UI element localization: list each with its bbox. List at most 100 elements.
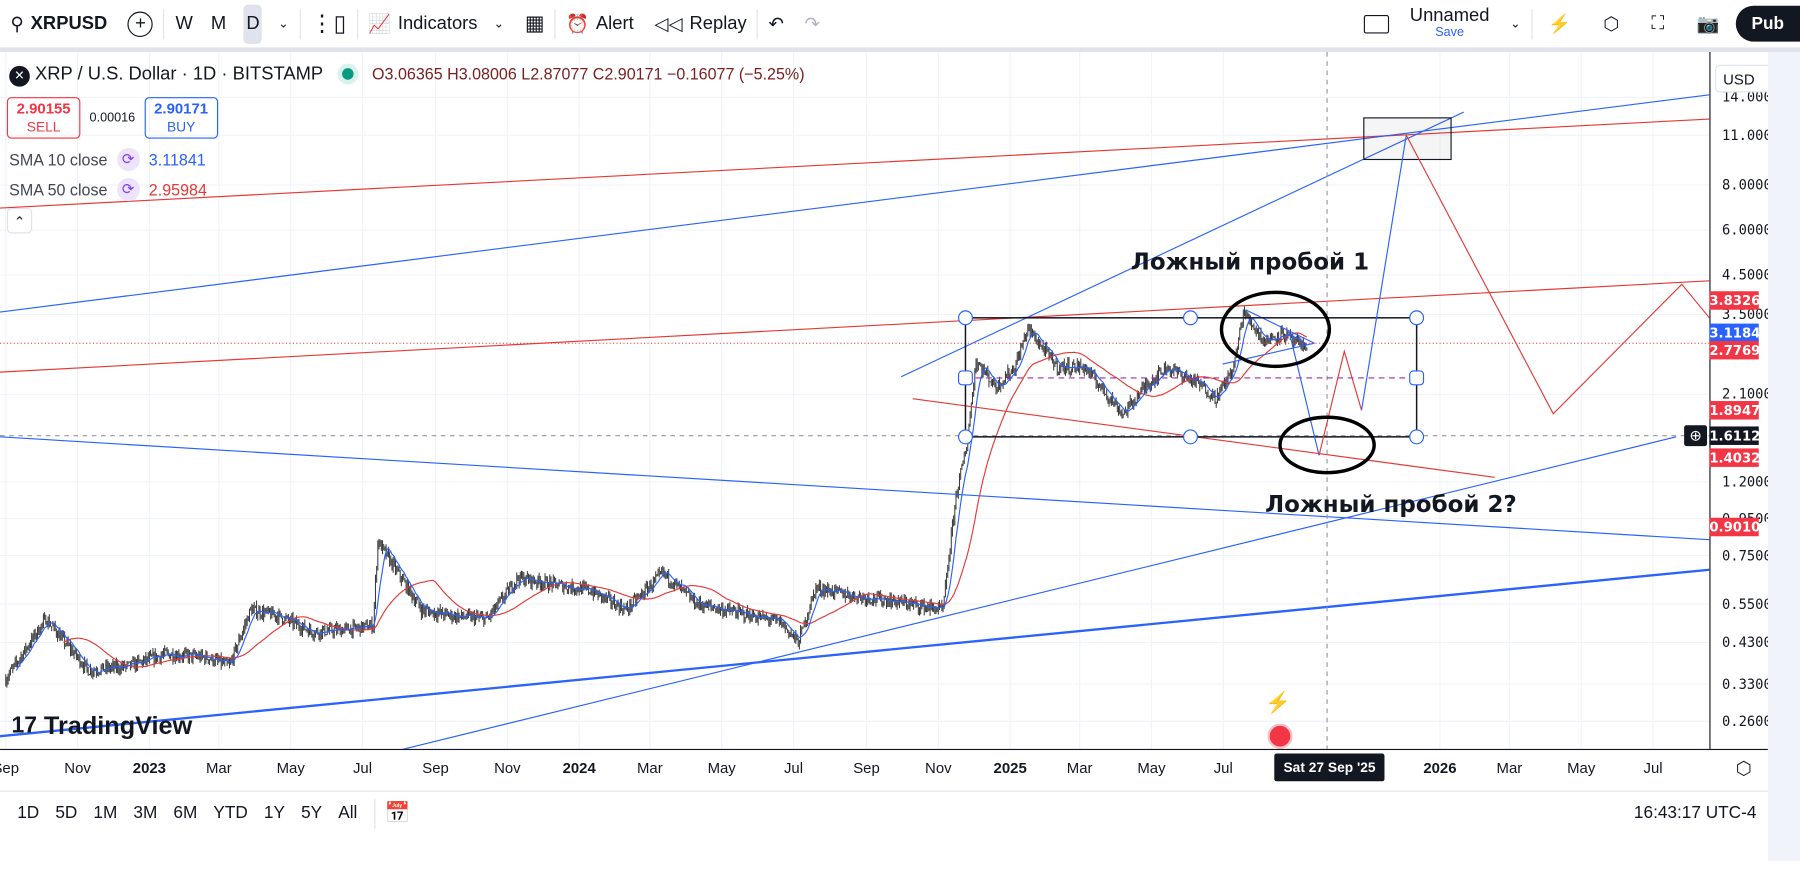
range-3m[interactable]: 3M	[133, 803, 158, 823]
camera-icon: 📷	[1696, 14, 1720, 35]
timeframe-w[interactable]: W	[175, 13, 193, 33]
rectangle-handle	[958, 310, 973, 326]
plus-circle-icon: +	[127, 10, 154, 37]
quick-search-button[interactable]: ⚡	[1532, 5, 1587, 42]
time-axis[interactable]: Sep Nov 2023 Mar May Jul Sep Nov 2024 Mar May Jul Se…	[0, 748, 1768, 786]
chevron-down-icon: ⌄	[1510, 17, 1521, 32]
buy-button[interactable]: 2.90171 BUY	[144, 97, 218, 139]
clock[interactable]: 16:43:17 UTC-4	[1633, 803, 1757, 823]
save-link[interactable]: Save	[1435, 24, 1465, 39]
layout-square-icon	[1363, 14, 1390, 33]
candles	[5, 306, 1308, 688]
forecast-path-red	[1405, 134, 1710, 415]
range-all[interactable]: All	[338, 803, 358, 823]
sma-10-legend[interactable]: SMA 10 close ⟳ 3.11841	[9, 147, 206, 172]
time-tick: Mar	[206, 759, 232, 777]
chevron-down-icon: ⌄	[493, 17, 505, 32]
chart-legend: ✕ XRP / U.S. Dollar · 1D · BITSTAMP O3.0…	[9, 64, 805, 87]
forecast-path-red	[1318, 349, 1363, 456]
sync-icon: ⟳	[116, 177, 140, 202]
rewind-icon: ◁◁	[654, 14, 683, 35]
triangle-line	[1222, 342, 1315, 365]
chevron-down-icon[interactable]: ⌄	[278, 17, 289, 32]
price-axis[interactable]: 14.00000 11.00000 8.00000 6.00000 4.50000 3.5…	[1709, 52, 1788, 749]
time-tick: 2026	[1423, 759, 1457, 777]
chart-type-button[interactable]: ⋮▯	[300, 5, 356, 42]
us-flag-event-icon[interactable]	[1267, 723, 1293, 749]
range-1y[interactable]: 1Y	[263, 803, 286, 823]
range-5d[interactable]: 5D	[55, 803, 78, 823]
replay-button[interactable]: ◁◁ Replay	[654, 13, 747, 35]
range-5y[interactable]: 5Y	[301, 803, 323, 823]
range-1m[interactable]: 1M	[93, 803, 118, 823]
tv-logo-icon: 17	[11, 712, 38, 738]
trend-line-red	[912, 398, 1495, 478]
xrp-logo-icon: ✕	[9, 65, 30, 87]
price-tick: 0.33000	[1722, 675, 1781, 693]
layout-name: Unnamed	[1409, 5, 1490, 25]
time-tick: Mar	[636, 759, 663, 777]
price-chart[interactable]	[0, 52, 1710, 749]
price-tag: 3.11841	[1709, 323, 1770, 342]
collapse-legend-button[interactable]: ⌃	[6, 208, 33, 234]
price-tag: 1.61129	[1709, 426, 1770, 446]
annotation-false-breakout-2[interactable]: Ложный пробой 2?	[1265, 490, 1517, 518]
alarm-clock-icon: ⏰	[566, 14, 590, 35]
time-tick: Mar	[1066, 759, 1093, 777]
symbol-search-button[interactable]: ⚲ XRPUSD	[10, 13, 108, 35]
ellipse-false-breakout-1	[1219, 290, 1332, 369]
rectangle-handle	[1409, 310, 1425, 326]
time-tick: 2024	[562, 759, 596, 777]
undo-button[interactable]: ↶	[758, 5, 794, 42]
candles-icon: ⋮▯	[310, 11, 347, 37]
annotation-false-breakout-1[interactable]: Ложный пробой 1	[1130, 247, 1370, 276]
indicators-button[interactable]: 📈 Indicators ⌄	[368, 13, 505, 35]
top-toolbar: ⚲ XRPUSD + W M D ⌄ ⋮▯ 📈 Indicators ⌄ ▦ ⏰ Ale…	[0, 0, 1800, 53]
templates-button[interactable]: ▦	[514, 5, 554, 42]
divider	[356, 8, 358, 39]
rectangle-handle	[1183, 310, 1198, 326]
trend-line-red	[0, 280, 1710, 373]
sell-button[interactable]: 2.90155 SELL	[6, 97, 81, 139]
publish-button[interactable]: Pub	[1735, 5, 1800, 42]
date-ranges: 1D 5D 1M 3M 6M YTD 1Y 5Y All	[0, 803, 365, 823]
price-tick: 6.00000	[1722, 221, 1781, 239]
target-box	[1363, 117, 1452, 161]
alert-button[interactable]: ⏰ Alert	[566, 13, 634, 35]
toolbar-right: Unnamed Save ⌄ ⚡ ⬡ ⛶ 📷 Pub	[1354, 0, 1800, 47]
snapshot-button[interactable]: 📷	[1680, 5, 1735, 42]
price-tick: 0.75000	[1722, 547, 1781, 564]
drawings[interactable]	[0, 52, 1710, 749]
price-tick: 4.50000	[1722, 266, 1781, 284]
grid-icon: ▦	[524, 11, 545, 35]
price-tick: 8.00000	[1722, 176, 1781, 194]
rectangle-handle	[958, 429, 973, 445]
price-tag: 1.40328	[1709, 448, 1770, 467]
fullscreen-button[interactable]: ⛶	[1635, 5, 1680, 42]
indicators-icon: 📈	[368, 14, 391, 35]
timeframe-m[interactable]: M	[210, 13, 227, 33]
tradingview-logo[interactable]: 17 TradingView	[11, 710, 193, 740]
timeframe-d[interactable]: D	[243, 4, 263, 44]
rectangle-handle	[958, 370, 973, 386]
time-tick: Sep	[0, 759, 20, 777]
redo-icon: ↷	[804, 14, 820, 35]
sma-50-legend[interactable]: SMA 50 close ⟳ 2.95984	[9, 177, 207, 202]
redo-button[interactable]: ↷	[794, 5, 830, 42]
add-price-line-button[interactable]: ⊕	[1684, 425, 1708, 447]
range-ytd[interactable]: YTD	[213, 803, 248, 823]
date-range-icon[interactable]: 📅	[384, 800, 411, 825]
divider	[299, 8, 301, 39]
events-icon[interactable]: ⚡	[1265, 691, 1291, 715]
range-6m[interactable]: 6M	[173, 803, 198, 823]
settings-button[interactable]: ⬡	[1587, 5, 1635, 42]
symbol-title[interactable]: XRP / U.S. Dollar · 1D · BITSTAMP	[34, 64, 323, 85]
bottom-toolbar: 1D 5D 1M 3M 6M YTD 1Y 5Y All 📅 16:43:17 UTC-4	[0, 790, 1768, 834]
range-1d[interactable]: 1D	[17, 803, 40, 823]
layout-button[interactable]: Unnamed Save ⌄	[1354, 5, 1531, 42]
compare-symbol-button[interactable]: +	[118, 5, 164, 42]
time-tick: May	[276, 759, 305, 777]
time-tick: Sep	[422, 759, 449, 777]
time-tick: Jul	[783, 759, 804, 777]
axis-settings-button[interactable]: ⬡	[1735, 759, 1752, 779]
